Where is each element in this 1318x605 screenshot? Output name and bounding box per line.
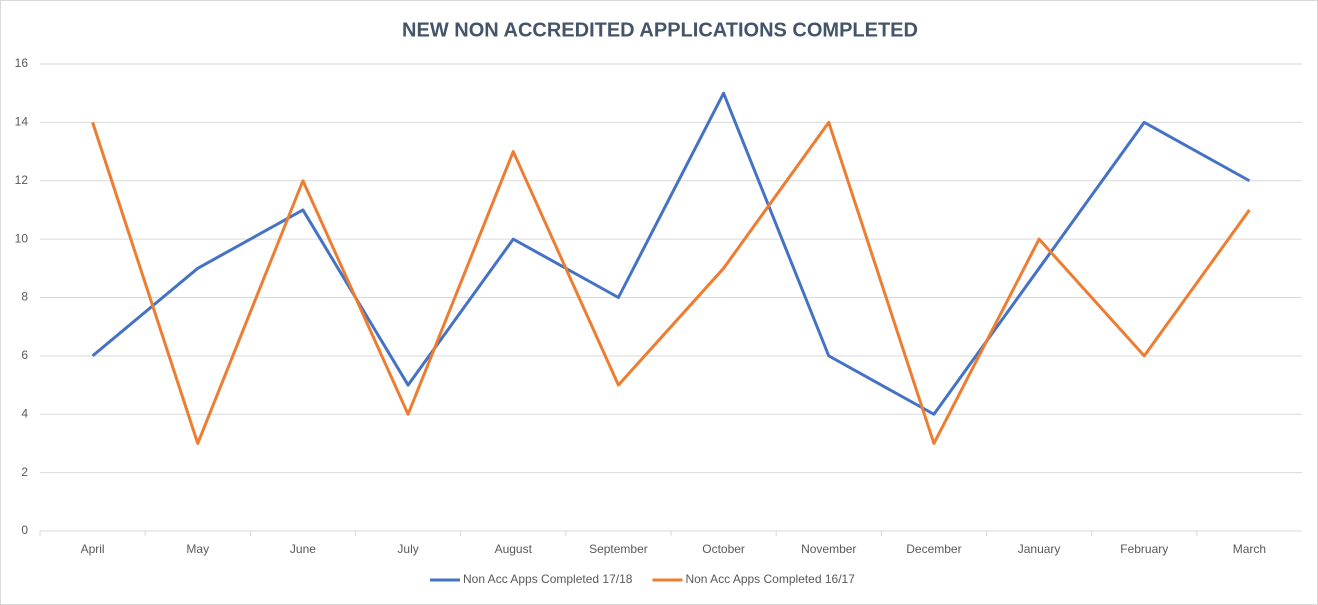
x-tick-label: November (801, 542, 856, 556)
x-tick-label: December (906, 542, 961, 556)
x-tick-label: April (81, 542, 105, 556)
legend-label: Non Acc Apps Completed 17/18 (463, 572, 633, 586)
x-tick-label: July (397, 542, 418, 556)
y-tick-label: 8 (21, 290, 28, 304)
x-tick-label: October (702, 542, 745, 556)
chart-title: NEW NON ACCREDITED APPLICATIONS COMPLETE… (402, 19, 918, 41)
x-tick-label: September (589, 542, 648, 556)
series-line (91, 91, 1251, 416)
y-tick-label: 6 (21, 348, 28, 362)
y-tick-label: 12 (15, 173, 29, 187)
y-tick-label: 4 (21, 406, 28, 420)
y-tick-label: 10 (15, 231, 29, 245)
y-tick-label: 2 (21, 465, 28, 479)
x-tick-label: March (1233, 542, 1266, 556)
x-tick-label: August (495, 542, 533, 556)
legend-label: Non Acc Apps Completed 16/17 (685, 572, 855, 586)
x-tick-label: June (290, 542, 316, 556)
series-line (91, 120, 1251, 445)
y-tick-label: 16 (15, 56, 29, 70)
y-tick-label: 0 (21, 523, 28, 537)
x-tick-label: May (186, 542, 209, 556)
x-tick-label: January (1018, 542, 1061, 556)
y-tick-label: 14 (15, 115, 29, 129)
x-tick-label: February (1120, 542, 1168, 556)
